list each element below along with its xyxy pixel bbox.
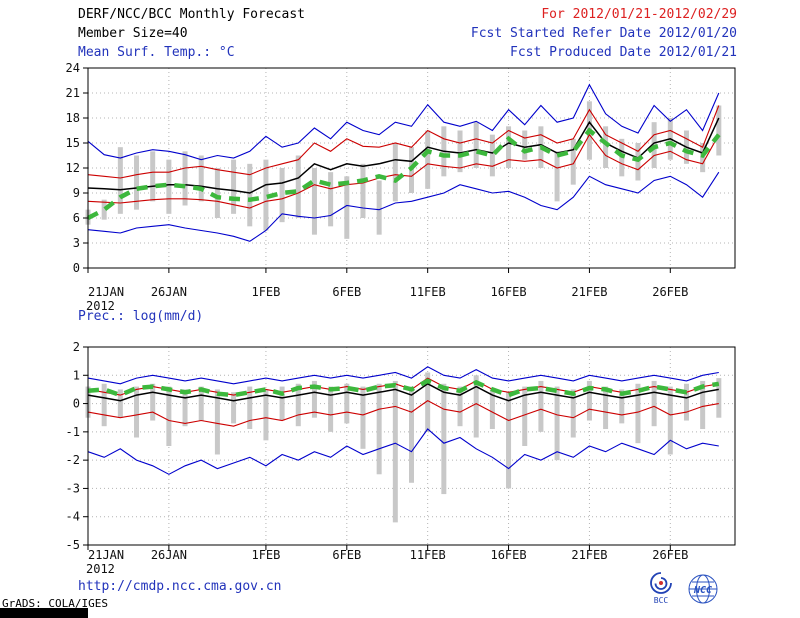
svg-text:11FEB: 11FEB [410, 285, 446, 299]
svg-text:26FEB: 26FEB [652, 548, 688, 562]
svg-text:1: 1 [73, 368, 80, 382]
fcst-produced-label: Fcst Produced Date 2012/01/21 [510, 45, 737, 60]
svg-text:18: 18 [66, 111, 80, 125]
member-size-label: Member Size=40 [78, 26, 188, 41]
bcc-logo-swirl-outer [650, 572, 672, 594]
svg-text:0: 0 [73, 261, 80, 275]
svg-text:-5: -5 [66, 538, 80, 552]
svg-text:1FEB: 1FEB [251, 548, 280, 562]
svg-text:15: 15 [66, 136, 80, 150]
svg-text:6: 6 [73, 211, 80, 225]
temp-chart-title: Mean Surf. Temp.: °C [78, 45, 235, 60]
svg-text:21JAN: 21JAN [88, 285, 124, 299]
bcc-logo-dot [659, 581, 663, 585]
svg-text:3: 3 [73, 236, 80, 250]
bcc-logo-label: BCC [654, 596, 669, 605]
grads-credit: GrADS: COLA/IGES [2, 597, 108, 610]
svg-text:9: 9 [73, 186, 80, 200]
bottom-black-bar [0, 608, 88, 618]
svg-text:24: 24 [66, 61, 80, 75]
precip-chart-title: Prec.: log(mm/d) [78, 309, 204, 324]
svg-text:21: 21 [66, 86, 80, 100]
svg-text:12: 12 [66, 161, 80, 175]
svg-text:26JAN: 26JAN [151, 548, 187, 562]
site-url: http://cmdp.ncc.cma.gov.cn [78, 579, 282, 594]
svg-text:-1: -1 [66, 425, 80, 439]
svg-text:16FEB: 16FEB [490, 548, 526, 562]
svg-text:11FEB: 11FEB [410, 548, 446, 562]
svg-text:16FEB: 16FEB [490, 285, 526, 299]
svg-text:-4: -4 [66, 510, 80, 524]
svg-text:21FEB: 21FEB [571, 548, 607, 562]
svg-text:2012: 2012 [86, 562, 115, 576]
svg-text:0: 0 [73, 397, 80, 411]
fcst-started-label: Fcst Started Refer Date 2012/01/20 [470, 26, 737, 41]
svg-text:6FEB: 6FEB [332, 548, 361, 562]
svg-text:2: 2 [73, 340, 80, 354]
bcc-logo: BCC [650, 572, 672, 605]
svg-text:21FEB: 21FEB [571, 285, 607, 299]
svg-text:6FEB: 6FEB [332, 285, 361, 299]
svg-text:26FEB: 26FEB [652, 285, 688, 299]
forecast-range-label: For 2012/01/21-2012/02/29 [541, 7, 737, 22]
svg-text:-3: -3 [66, 481, 80, 495]
ncc-logo: NCC [688, 574, 718, 604]
svg-text:2012: 2012 [86, 299, 115, 313]
svg-text:-2: -2 [66, 453, 80, 467]
page-title: DERF/NCC/BCC Monthly Forecast [78, 7, 305, 22]
svg-text:21JAN: 21JAN [88, 548, 124, 562]
bcc-logo-swirl-inner [654, 577, 668, 590]
ncc-logo-label: NCC [693, 585, 712, 596]
svg-text:26JAN: 26JAN [151, 285, 187, 299]
svg-text:1FEB: 1FEB [251, 285, 280, 299]
